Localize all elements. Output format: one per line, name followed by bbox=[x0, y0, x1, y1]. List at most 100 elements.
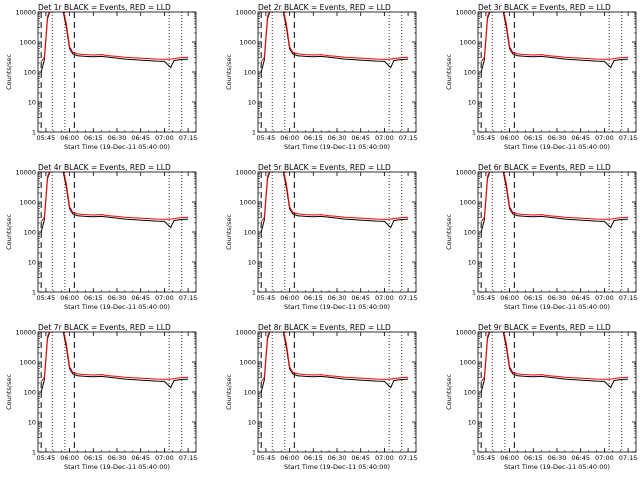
y-axis-label: Counts/sec bbox=[5, 214, 13, 250]
x-tick-label: 05:45 bbox=[477, 294, 496, 302]
events-series-line bbox=[480, 12, 629, 73]
x-axis-label: Start Time (19-Dec-11 05:40:00) bbox=[284, 143, 390, 151]
y-tick-label: 100 bbox=[24, 228, 36, 236]
x-tick-label: 05:45 bbox=[257, 454, 276, 462]
x-tick-label: 06:30 bbox=[548, 134, 567, 142]
x-tick-label: 06:45 bbox=[351, 294, 370, 302]
y-tick-label: 1000 bbox=[239, 38, 256, 46]
x-tick-label: 06:45 bbox=[571, 454, 590, 462]
lld-series-line bbox=[40, 172, 189, 223]
plot-frame bbox=[257, 11, 417, 133]
panel-7: Det 7r BLACK = Events, RED = LLD Counts/s… bbox=[5, 323, 197, 471]
y-tick-label: 1 bbox=[472, 448, 476, 456]
y-tick-label: 1 bbox=[32, 128, 36, 136]
y-tick-label: 10000 bbox=[235, 8, 256, 16]
x-tick-label: 07:00 bbox=[375, 294, 394, 302]
y-tick-label: 10000 bbox=[235, 168, 256, 176]
x-tick-label: 06:45 bbox=[131, 294, 150, 302]
x-tick-label: 06:15 bbox=[524, 294, 543, 302]
x-tick-label: 07:00 bbox=[375, 134, 394, 142]
y-tick-label: 1 bbox=[252, 128, 256, 136]
y-axis-label: Counts/sec bbox=[445, 374, 453, 410]
lld-series-line bbox=[260, 332, 409, 383]
x-tick-label: 06:30 bbox=[108, 454, 127, 462]
x-tick-label: 05:45 bbox=[257, 294, 276, 302]
events-series-line bbox=[480, 172, 629, 233]
y-axis-label: Counts/sec bbox=[225, 374, 233, 410]
plot-frame bbox=[477, 331, 637, 453]
x-tick-label: 07:15 bbox=[399, 134, 418, 142]
x-axis-label: Start Time (19-Dec-11 05:40:00) bbox=[64, 303, 170, 311]
y-tick-label: 10 bbox=[28, 98, 36, 106]
x-tick-label: 05:45 bbox=[477, 454, 496, 462]
x-tick-label: 07:15 bbox=[179, 134, 198, 142]
panel-3: Det 3r BLACK = Events, RED = LLD Counts/s… bbox=[445, 3, 637, 151]
x-tick-label: 06:15 bbox=[84, 134, 103, 142]
lld-series-line bbox=[260, 12, 409, 63]
x-tick-label: 07:00 bbox=[155, 134, 174, 142]
x-tick-label: 05:45 bbox=[477, 134, 496, 142]
x-tick-label: 07:15 bbox=[399, 294, 418, 302]
panel-title: Det 7r BLACK = Events, RED = LLD bbox=[38, 323, 171, 332]
x-tick-label: 06:30 bbox=[108, 294, 127, 302]
x-tick-label: 06:45 bbox=[571, 294, 590, 302]
y-tick-label: 10000 bbox=[15, 328, 36, 336]
x-tick-label: 07:00 bbox=[595, 454, 614, 462]
y-tick-label: 1 bbox=[32, 448, 36, 456]
x-tick-label: 06:15 bbox=[524, 454, 543, 462]
events-series-line bbox=[40, 332, 189, 393]
panel-6: Det 6r BLACK = Events, RED = LLD Counts/s… bbox=[445, 163, 637, 311]
panel-title: Det 9r BLACK = Events, RED = LLD bbox=[478, 323, 611, 332]
events-series-line bbox=[40, 172, 189, 233]
y-tick-label: 10 bbox=[248, 98, 256, 106]
x-tick-label: 06:15 bbox=[84, 454, 103, 462]
x-tick-label: 07:15 bbox=[399, 454, 418, 462]
x-tick-label: 06:00 bbox=[280, 294, 299, 302]
x-tick-label: 06:00 bbox=[60, 454, 79, 462]
x-tick-label: 07:00 bbox=[595, 294, 614, 302]
x-axis-label: Start Time (19-Dec-11 05:40:00) bbox=[284, 463, 390, 471]
y-tick-label: 10000 bbox=[455, 8, 476, 16]
x-tick-label: 06:00 bbox=[280, 454, 299, 462]
y-tick-label: 100 bbox=[24, 68, 36, 76]
x-tick-label: 07:15 bbox=[619, 134, 638, 142]
x-tick-label: 05:45 bbox=[37, 454, 56, 462]
x-tick-label: 06:30 bbox=[548, 294, 567, 302]
panel-title: Det 3r BLACK = Events, RED = LLD bbox=[478, 3, 611, 12]
x-axis-label: Start Time (19-Dec-11 05:40:00) bbox=[64, 463, 170, 471]
y-axis-label: Counts/sec bbox=[225, 54, 233, 90]
x-tick-label: 07:00 bbox=[155, 454, 174, 462]
x-tick-label: 06:45 bbox=[131, 454, 150, 462]
x-tick-label: 06:00 bbox=[500, 294, 519, 302]
x-tick-label: 06:00 bbox=[60, 294, 79, 302]
x-tick-label: 07:15 bbox=[619, 454, 638, 462]
x-tick-label: 06:00 bbox=[280, 134, 299, 142]
panel-title: Det 1r BLACK = Events, RED = LLD bbox=[38, 3, 171, 12]
lld-series-line bbox=[40, 12, 189, 63]
x-tick-label: 06:30 bbox=[328, 454, 347, 462]
panel-title: Det 6r BLACK = Events, RED = LLD bbox=[478, 163, 611, 172]
x-tick-label: 06:15 bbox=[304, 134, 323, 142]
y-axis-label: Counts/sec bbox=[5, 374, 13, 410]
y-tick-label: 10 bbox=[468, 418, 476, 426]
plot-frame bbox=[37, 171, 197, 293]
x-tick-label: 06:30 bbox=[328, 134, 347, 142]
x-tick-label: 07:15 bbox=[179, 454, 198, 462]
y-tick-label: 10 bbox=[468, 98, 476, 106]
y-tick-label: 1000 bbox=[459, 198, 476, 206]
panel-1: Det 1r BLACK = Events, RED = LLD Counts/s… bbox=[5, 3, 197, 151]
x-tick-label: 07:00 bbox=[155, 294, 174, 302]
x-tick-label: 06:30 bbox=[548, 454, 567, 462]
plot-frame bbox=[257, 171, 417, 293]
plot-frame bbox=[37, 331, 197, 453]
lld-series-line bbox=[40, 332, 189, 383]
x-tick-label: 06:45 bbox=[571, 134, 590, 142]
events-series-line bbox=[40, 12, 189, 73]
lld-series-line bbox=[480, 332, 629, 383]
events-series-line bbox=[260, 332, 409, 393]
x-axis-label: Start Time (19-Dec-11 05:40:00) bbox=[64, 143, 170, 151]
panel-8: Det 8r BLACK = Events, RED = LLD Counts/s… bbox=[225, 323, 417, 471]
plot-frame bbox=[477, 171, 637, 293]
x-tick-label: 06:00 bbox=[60, 134, 79, 142]
